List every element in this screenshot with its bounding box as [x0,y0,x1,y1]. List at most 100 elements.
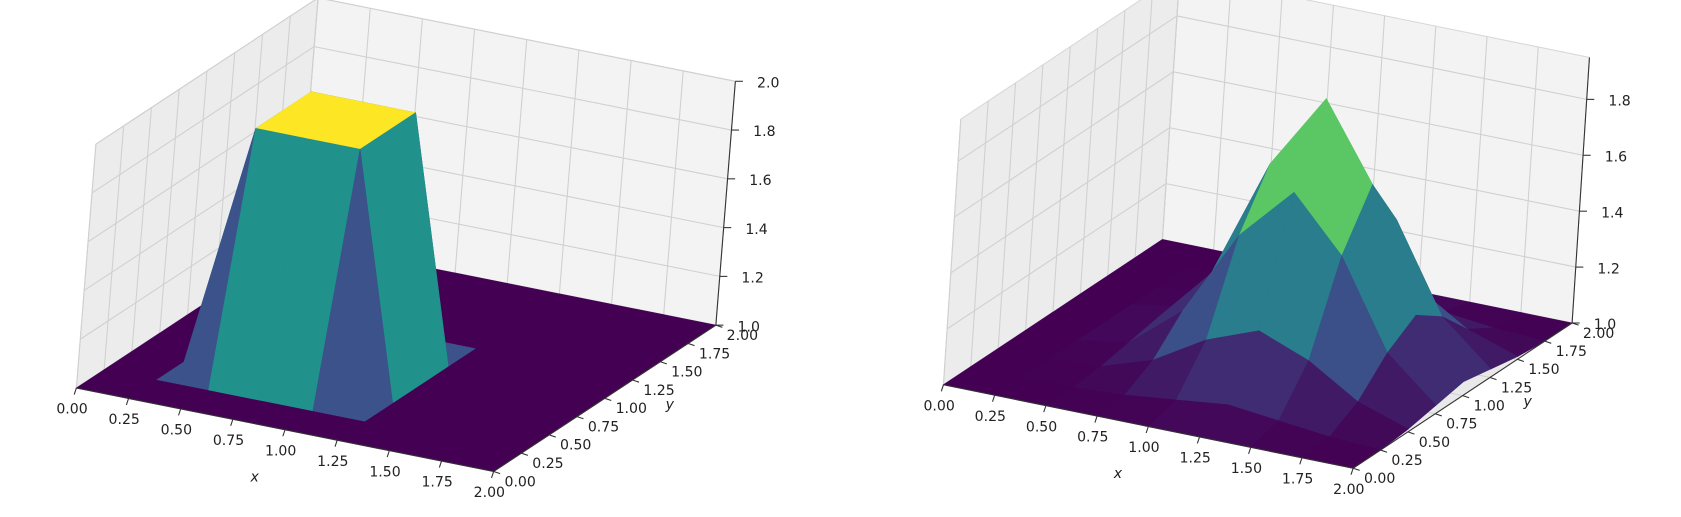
z-axis-line [715,81,736,326]
grid-line [103,125,125,370]
tick-mark [604,397,612,401]
grid-line [1213,0,1231,250]
grid-line [1176,15,1587,100]
x-tick-label: 0.25 [109,412,140,428]
grid-line [942,119,962,385]
tick-mark [1043,405,1047,413]
tick-mark [125,398,130,406]
grid-line [997,82,1017,349]
y-tick-label: 0.50 [1419,435,1450,451]
y-tick-label: 1.50 [1528,362,1559,378]
y-tick-label: 0.75 [1446,417,1477,433]
grid-line [1520,46,1539,313]
z-tick-label: 1.6 [749,173,771,189]
grid-line [506,39,528,284]
z-tick-label: 1.2 [741,271,763,287]
x-tick-label: 1.25 [317,454,348,470]
x-tick-label: 0.75 [1077,430,1108,446]
x-tick-label: 0.00 [923,398,954,414]
grid-line [186,70,208,315]
y-tick-label: 1.25 [643,383,674,399]
x-tick-label: 0.75 [213,433,244,449]
y-axis-label: y [1522,394,1532,410]
z-tick-label: 2.0 [757,75,779,91]
x-tick-label: 1.00 [265,443,296,459]
x-tick-label: 1.25 [1180,451,1211,467]
grid-line [663,70,684,315]
grid-line [558,49,580,294]
grid-line [314,46,732,131]
grid-line [91,46,315,194]
tick-mark [1435,413,1442,417]
tick-mark [282,429,286,437]
x-tick-label: 0.50 [1026,419,1057,435]
tick-mark [1350,468,1354,475]
x-tick-label: 1.50 [1231,461,1262,477]
tick-mark [334,440,338,447]
grid-line [1469,36,1488,303]
tick-mark [386,450,390,458]
z-tick-label: 1.6 [1605,149,1627,165]
tick-mark [632,379,640,383]
z-axis-line [1571,57,1590,324]
tick-mark [1407,431,1415,435]
grid-line [95,0,316,145]
tick-mark [1380,449,1388,453]
tick-mark [1145,426,1149,434]
panel: 0.000.250.500.751.001.251.501.752.000.00… [56,0,779,501]
y-tick-label: 1.25 [1501,380,1532,396]
y-tick-label: 1.00 [616,401,647,417]
x-tick-label: 1.00 [1128,440,1159,456]
tick-mark [1352,467,1360,471]
y-tick-label: 0.25 [1391,453,1422,469]
y-tick-label: 0.50 [560,438,591,454]
grid-line [1025,64,1044,331]
grid-line [75,144,97,389]
tick-mark [1544,340,1552,344]
grid-line [1169,127,1580,212]
z-tick-label: 1.0 [1594,317,1616,333]
tick-mark [1248,447,1252,455]
tick-mark [549,434,556,438]
tick-mark [940,384,944,392]
y-tick-label: 1.00 [1473,398,1504,414]
grid-line [950,127,1171,274]
grid-line [954,71,1174,218]
tick-mark [438,460,443,468]
grid-line [1107,10,1126,276]
tick-mark [1517,358,1525,362]
tick-mark [1489,376,1497,381]
grid-line [131,107,152,352]
y-tick-label: 1.75 [699,346,730,362]
y-tick-label: 0.25 [532,456,563,472]
tick-mark [660,361,667,365]
y-tick-label: 2.00 [1583,326,1614,342]
tick-mark [687,342,695,347]
y-tick-label: 1.75 [1556,344,1587,360]
x-tick-label: 0.00 [56,402,87,418]
tick-mark [576,416,584,420]
grid-line [1079,28,1099,295]
tick-mark [230,419,234,426]
x-tick-label: 2.00 [1333,482,1364,498]
z-tick-label: 1.0 [738,319,760,335]
y-tick-label: 0.75 [588,419,619,435]
tick-mark [493,470,501,475]
x-tick-label: 2.00 [474,485,505,501]
z-tick-label: 1.2 [1597,261,1619,277]
x-tick-label: 1.75 [421,475,452,491]
tick-mark [1094,415,1098,423]
y-tick-label: 0.00 [505,474,536,490]
z-tick-label: 1.8 [753,124,775,140]
z-tick-label: 1.4 [1601,205,1623,221]
grid-line [1161,0,1179,240]
x-tick-label: 0.25 [975,409,1006,425]
x-axis-label: x [1113,466,1123,482]
grid-line [454,29,476,274]
tick-mark [1299,457,1303,465]
x-tick-label: 1.50 [369,464,400,480]
tick-mark [490,471,495,479]
tick-mark [991,395,996,402]
z-tick-label: 1.8 [1608,94,1630,110]
